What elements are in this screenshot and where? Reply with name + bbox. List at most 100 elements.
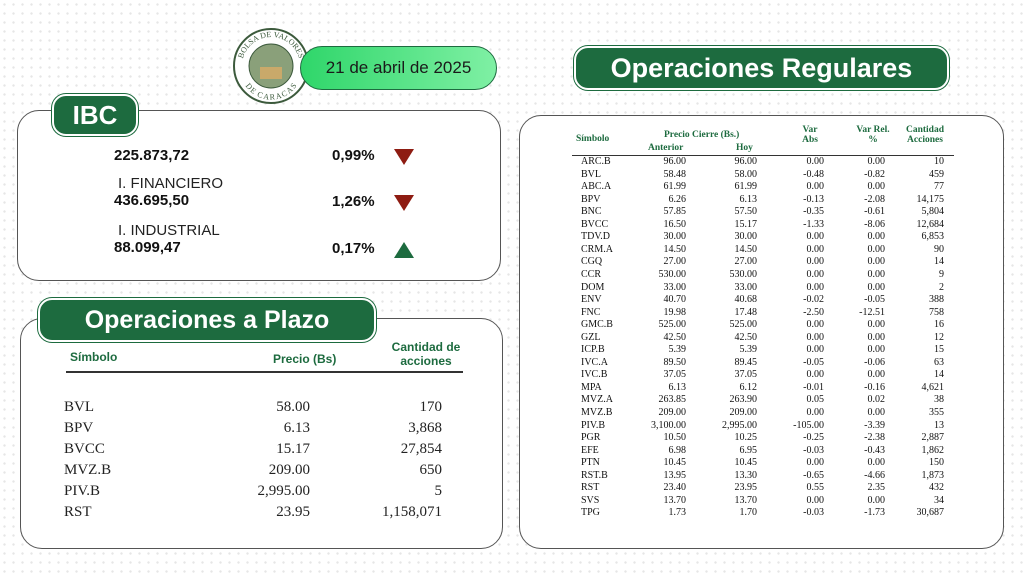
reg-cell: 0.00 (867, 181, 886, 193)
reg-cell: 0.02 (867, 394, 886, 406)
reg-cell: 19.98 (663, 306, 687, 318)
reg-cell: 0.00 (867, 268, 886, 280)
reg-cell: 209.00 (658, 407, 687, 418)
reg-cell: -0.35 (803, 206, 824, 218)
reg-cell: 758 (929, 306, 944, 318)
reg-cell: BNC (581, 206, 602, 218)
reg-cell: 0.00 (806, 243, 825, 255)
reg-cell: GZL (581, 331, 601, 343)
ibc-label: I. INDUSTRIAL (118, 222, 220, 239)
reg-cell: RST.B (581, 469, 608, 481)
reg-cell: 30.00 (663, 231, 687, 243)
plazo-header: Precio (Bs) (273, 352, 337, 366)
reg-cell: -0.05 (864, 294, 885, 306)
plazo-cell: 5 (434, 483, 443, 499)
reg-cell: -12.51 (859, 306, 885, 318)
reg-cell: -0.61 (864, 206, 885, 218)
reg-cell: 0.00 (806, 331, 825, 343)
regulares-box (519, 115, 1004, 549)
reg-cell: PTN (581, 457, 600, 469)
reg-cell: PGR (581, 432, 601, 444)
reg-cell: 37.05 (734, 369, 758, 381)
reg-cell: SVS (581, 494, 600, 506)
reg-cell: 16.50 (663, 218, 687, 230)
reg-cell: 37.05 (663, 369, 687, 381)
reg-cell: 1,862 (921, 444, 945, 456)
reg-cell: 61.99 (734, 181, 758, 193)
reg-cell: 0.00 (867, 256, 886, 268)
reg-cell: 90 (934, 243, 944, 255)
reg-cell: 40.70 (663, 294, 687, 306)
reg-cell: 5,804 (921, 206, 945, 218)
reg-cell: -0.16 (864, 381, 885, 393)
reg-cell: 6.13 (668, 381, 687, 393)
reg-cell: 6,853 (921, 231, 945, 243)
reg-cell: 16 (934, 319, 944, 331)
reg-cell: CGQ (581, 256, 603, 268)
reg-cell: BVL (581, 168, 601, 180)
reg-cell: 89.50 (663, 356, 687, 368)
reg-cell: 0.00 (867, 457, 886, 469)
reg-cell: -0.05 (803, 356, 824, 368)
plazo-cell: 15.17 (276, 441, 310, 457)
reg-cell: 58.48 (663, 168, 687, 180)
reg-cell: -3.39 (864, 419, 885, 431)
reg-cell: 0.00 (806, 407, 825, 418)
date: 21 de abril de 2025 (300, 46, 497, 90)
reg-header: Precio Cierre (Bs.) (664, 130, 740, 140)
reg-cell: CCR (581, 268, 602, 280)
reg-cell: 0.00 (867, 331, 886, 343)
reg-cell: 14.50 (734, 243, 758, 255)
reg-cell: 1.70 (739, 507, 758, 519)
reg-cell: 17.48 (734, 306, 758, 318)
reg-cell: 10.45 (734, 457, 758, 469)
plazo-header: Símbolo (70, 350, 118, 364)
reg-cell: 432 (929, 482, 944, 494)
reg-cell: 30,687 (916, 507, 945, 519)
reg-cell: 0.00 (867, 243, 886, 255)
ibc-change: 0,99% (332, 147, 375, 164)
reg-cell: 0.00 (867, 369, 886, 381)
reg-cell: DOM (581, 281, 605, 293)
reg-header: Var Abs (802, 125, 818, 145)
reg-cell: 388 (929, 294, 944, 306)
reg-header: Var Rel. % (856, 125, 890, 145)
reg-cell: ENV (581, 294, 602, 306)
ibc-value: 225.873,72 (114, 147, 190, 164)
plazo-cell: 209.00 (268, 462, 310, 478)
reg-cell: 13.70 (734, 494, 758, 506)
reg-cell: 14 (934, 369, 944, 381)
reg-cell: -0.13 (803, 193, 824, 205)
reg-cell: 0.00 (806, 494, 825, 506)
plazo-cell: 2,995.00 (257, 483, 311, 499)
plazo-cell: MVZ.B (64, 462, 112, 478)
plazo-rule (66, 371, 463, 373)
reg-cell: 96.00 (663, 156, 687, 167)
plazo-box (20, 318, 503, 549)
reg-cell: MPA (581, 381, 602, 393)
reg-cell: 2 (939, 281, 944, 293)
reg-cell: 0.00 (806, 181, 825, 193)
reg-cell: 89.45 (734, 356, 758, 368)
reg-cell: 0.00 (867, 231, 886, 243)
ibc-arrow (394, 242, 414, 258)
reg-cell: 12 (934, 331, 944, 343)
reg-cell: 459 (929, 168, 944, 180)
reg-cell: ARC.B (581, 156, 611, 167)
reg-cell: 525.00 (658, 319, 687, 331)
reg-cell: 6.98 (668, 444, 687, 456)
reg-cell: 263.85 (658, 394, 687, 406)
reg-cell: 0.00 (806, 319, 825, 331)
reg-cell: -1.73 (864, 507, 885, 519)
reg-cell: -0.02 (803, 294, 824, 306)
reg-cell: TDV.D (581, 231, 610, 243)
plazo-cell: BPV (64, 420, 94, 436)
ibc-arrow (394, 149, 414, 165)
reg-cell: 6.12 (739, 381, 758, 393)
reg-cell: 2,887 (921, 432, 945, 444)
reg-cell: 23.40 (663, 482, 687, 494)
reg-cell: 525.00 (729, 319, 758, 331)
reg-cell: 0.00 (867, 494, 886, 506)
reg-cell: -2.50 (803, 306, 824, 318)
reg-cell: 0.55 (806, 482, 825, 494)
